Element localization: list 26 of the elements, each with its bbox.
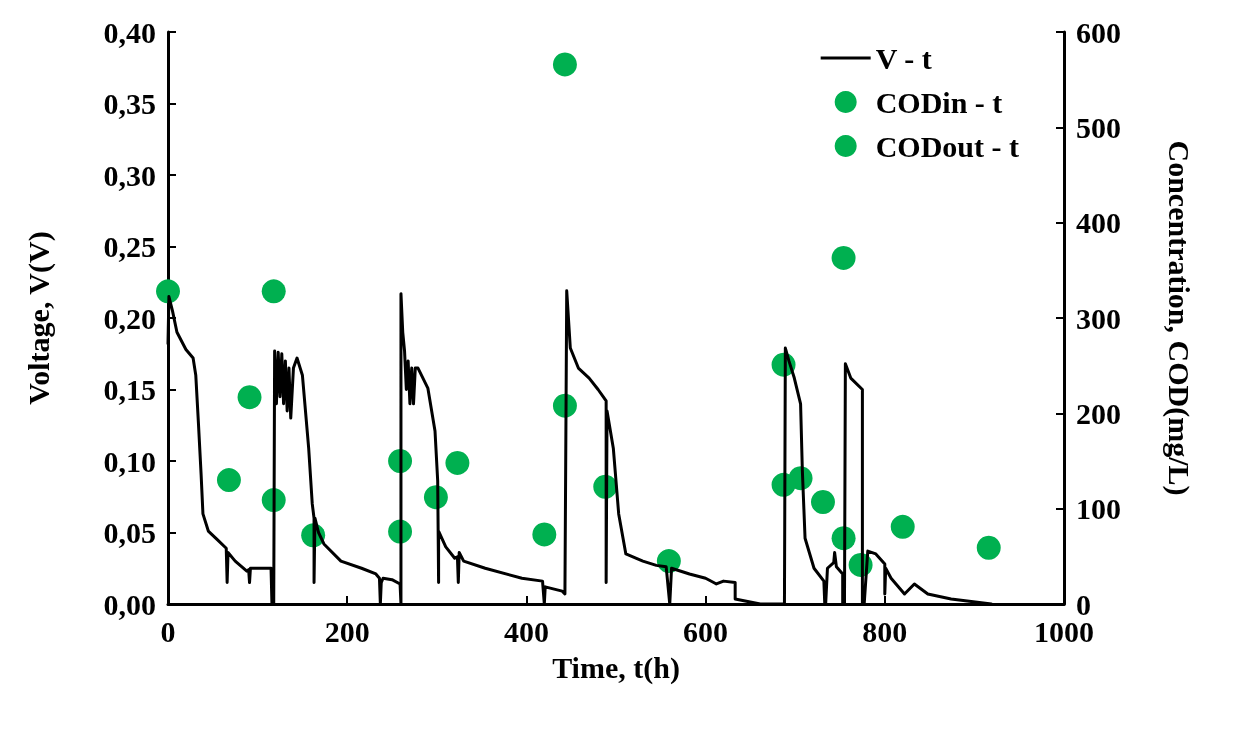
x-tick-label: 400 <box>503 614 549 648</box>
y-tick-label: 0,30 <box>103 158 156 192</box>
y2-tick-label: 200 <box>1076 396 1121 430</box>
x-tick-label: 600 <box>683 614 729 648</box>
x-axis-title: Time, t(h) <box>552 650 680 685</box>
y-tick-label: 0,35 <box>103 87 156 120</box>
x-tick-label: 200 <box>324 614 370 648</box>
y-tick-label: 0,15 <box>103 373 156 406</box>
y2-tick-label: 500 <box>1076 110 1121 144</box>
x-tick-label: 800 <box>862 614 908 648</box>
legend-label: CODout - t <box>875 129 1020 163</box>
y2-tick-label: 400 <box>1076 206 1121 240</box>
legend-label: CODin - t <box>875 85 1003 119</box>
y2-tick-label: 300 <box>1076 301 1121 335</box>
y-tick-label: 0,20 <box>103 301 156 335</box>
legend-label: V - t <box>875 41 932 75</box>
y2-axis-title: Concentration, COD(mg/L) <box>1161 140 1196 496</box>
y-tick-label: 0,00 <box>103 587 156 621</box>
y-axis-title: Voltage, V(V) <box>21 231 56 405</box>
y-tick-label: 0,25 <box>103 230 156 263</box>
y2-tick-label: 600 <box>1076 15 1121 49</box>
y-tick-label: 0,10 <box>103 444 156 478</box>
y-tick-label: 0,40 <box>103 15 156 49</box>
y2-tick-label: 100 <box>1076 492 1121 526</box>
x-tick-label: 0 <box>160 614 176 648</box>
y-tick-label: 0,05 <box>103 516 156 549</box>
